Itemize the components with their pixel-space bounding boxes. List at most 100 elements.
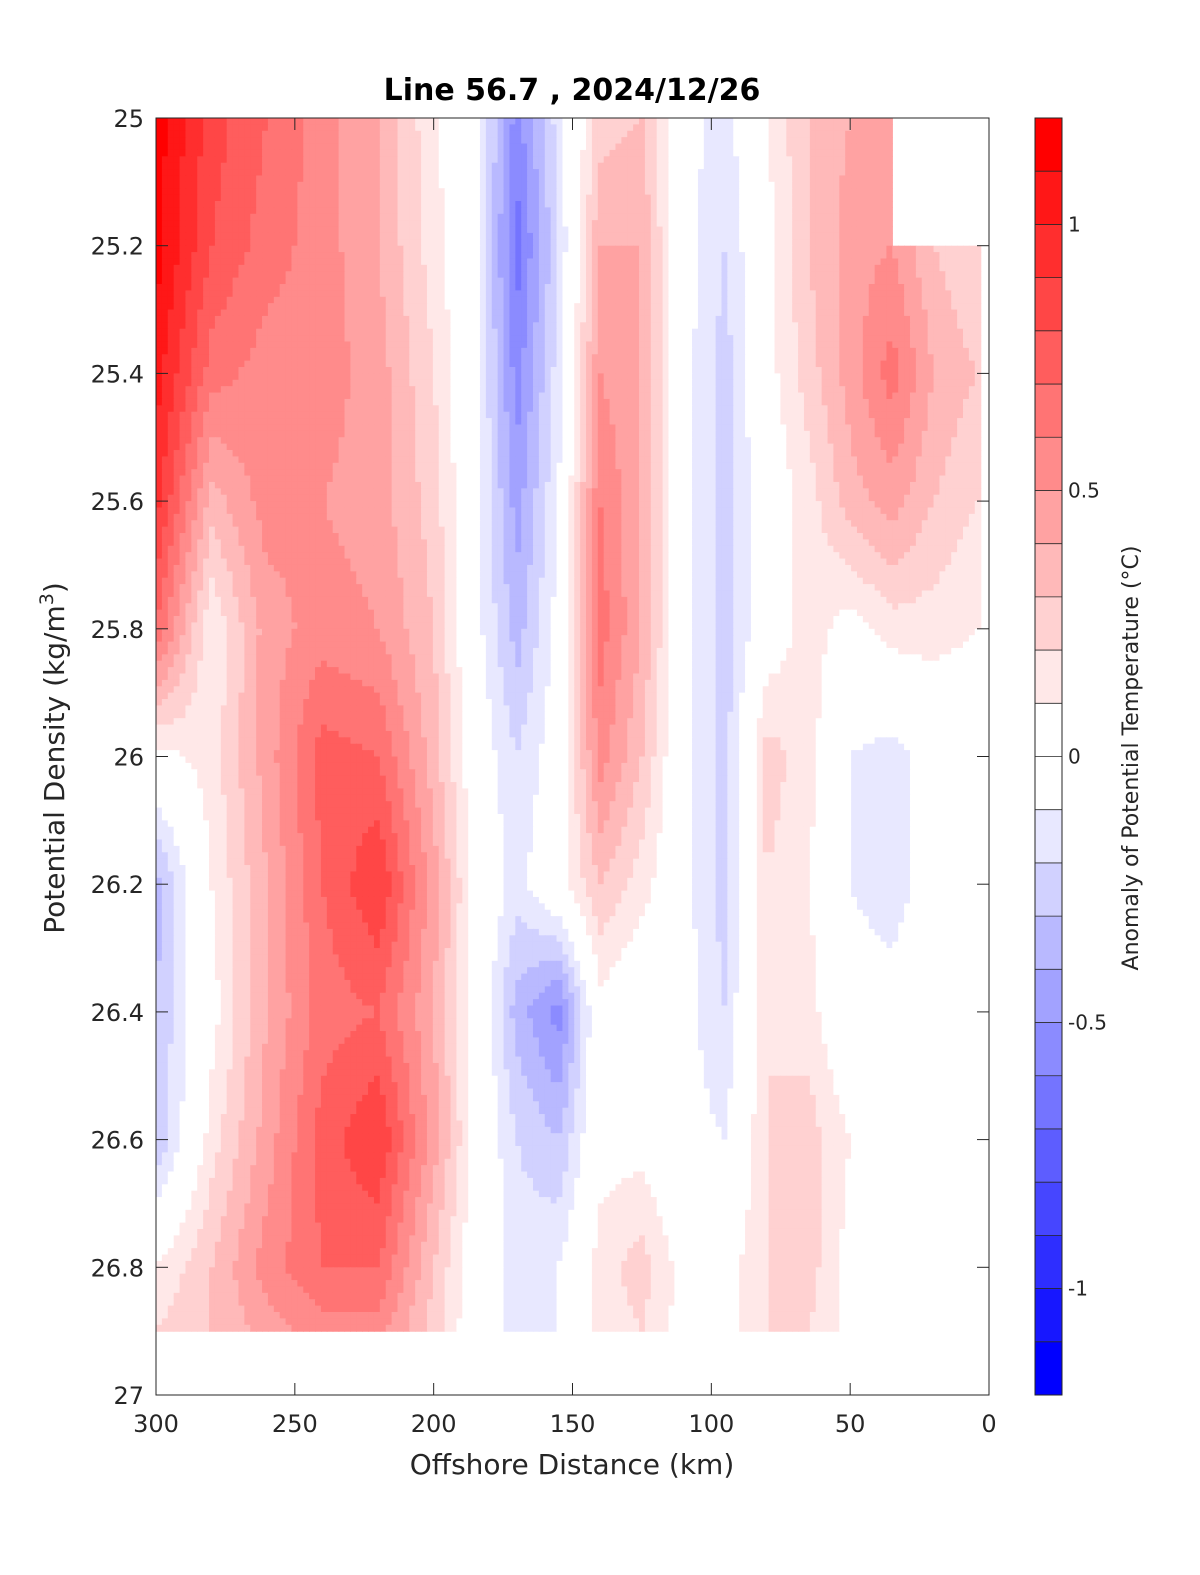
field-cell <box>839 233 845 240</box>
field-cell <box>309 233 315 240</box>
field-cell <box>456 227 462 234</box>
field-cell <box>509 175 515 182</box>
field-cell <box>727 195 733 202</box>
field-cell <box>857 322 863 329</box>
field-cell <box>710 182 716 189</box>
field-cell <box>851 131 857 138</box>
field-cell <box>692 239 698 246</box>
field-cell <box>786 214 792 221</box>
field-cell <box>297 156 303 163</box>
field-cell <box>651 348 657 355</box>
field-cell <box>786 169 792 176</box>
field-cell <box>392 316 398 323</box>
field-cell <box>474 118 480 125</box>
field-cell <box>780 322 786 329</box>
field-cell <box>291 258 297 265</box>
field-cell <box>881 163 887 170</box>
field-cell <box>327 252 333 259</box>
field-cell <box>698 233 704 240</box>
field-cell <box>468 310 474 317</box>
field-cell <box>527 316 533 323</box>
field-cell <box>904 246 910 253</box>
field-cell <box>828 354 834 361</box>
field-cell <box>162 316 168 323</box>
field-cell <box>468 316 474 323</box>
field-cell <box>769 214 775 221</box>
field-cell <box>515 278 521 285</box>
field-cell <box>551 265 557 272</box>
field-cell <box>580 150 586 157</box>
field-cell <box>445 329 451 336</box>
field-cell <box>256 137 262 144</box>
field-cell <box>869 156 875 163</box>
field-cell <box>892 303 898 310</box>
field-cell <box>627 341 633 348</box>
field-cell <box>180 195 186 202</box>
field-cell <box>515 284 521 291</box>
field-cell <box>174 239 180 246</box>
field-cell <box>845 201 851 208</box>
field-cell <box>274 118 280 125</box>
field-cell <box>663 207 669 214</box>
field-cell <box>922 271 928 278</box>
field-cell <box>445 195 451 202</box>
field-cell <box>291 348 297 355</box>
field-cell <box>533 310 539 317</box>
field-cell <box>174 182 180 189</box>
field-cell <box>362 227 368 234</box>
field-cell <box>939 278 945 285</box>
field-cell <box>445 303 451 310</box>
field-cell <box>733 195 739 202</box>
field-cell <box>904 284 910 291</box>
field-cell <box>333 182 339 189</box>
field-cell <box>745 233 751 240</box>
field-cell <box>456 284 462 291</box>
field-cell <box>197 265 203 272</box>
field-cell <box>562 316 568 323</box>
field-cell <box>451 329 457 336</box>
field-cell <box>504 335 510 342</box>
field-cell <box>792 195 798 202</box>
field-cell <box>716 207 722 214</box>
field-cell <box>775 335 781 342</box>
field-cell <box>480 329 486 336</box>
field-cell <box>415 246 421 253</box>
field-cell <box>291 335 297 342</box>
field-cell <box>692 163 698 170</box>
field-cell <box>185 246 191 253</box>
field-cell <box>680 265 686 272</box>
field-cell <box>816 258 822 265</box>
field-cell <box>680 329 686 336</box>
field-cell <box>433 207 439 214</box>
field-cell <box>209 207 215 214</box>
field-cell <box>892 278 898 285</box>
field-cell <box>686 316 692 323</box>
field-cell <box>280 284 286 291</box>
field-cell <box>380 144 386 151</box>
field-cell <box>521 290 527 297</box>
field-cell <box>698 239 704 246</box>
field-cell <box>462 316 468 323</box>
field-cell <box>810 329 816 336</box>
field-cell <box>763 214 769 221</box>
field-cell <box>875 118 881 125</box>
field-cell <box>757 297 763 304</box>
field-cell <box>533 278 539 285</box>
field-cell <box>180 124 186 131</box>
field-cell <box>327 188 333 195</box>
field-cell <box>427 271 433 278</box>
field-cell <box>291 329 297 336</box>
field-cell <box>904 329 910 336</box>
field-cell <box>545 137 551 144</box>
field-cell <box>645 227 651 234</box>
field-cell <box>898 278 904 285</box>
field-cell <box>498 124 504 131</box>
field-cell <box>527 284 533 291</box>
field-cell <box>398 188 404 195</box>
field-cell <box>716 214 722 221</box>
field-cell <box>315 246 321 253</box>
field-cell <box>786 297 792 304</box>
field-cell <box>592 348 598 355</box>
field-cell <box>651 233 657 240</box>
field-cell <box>286 322 292 329</box>
